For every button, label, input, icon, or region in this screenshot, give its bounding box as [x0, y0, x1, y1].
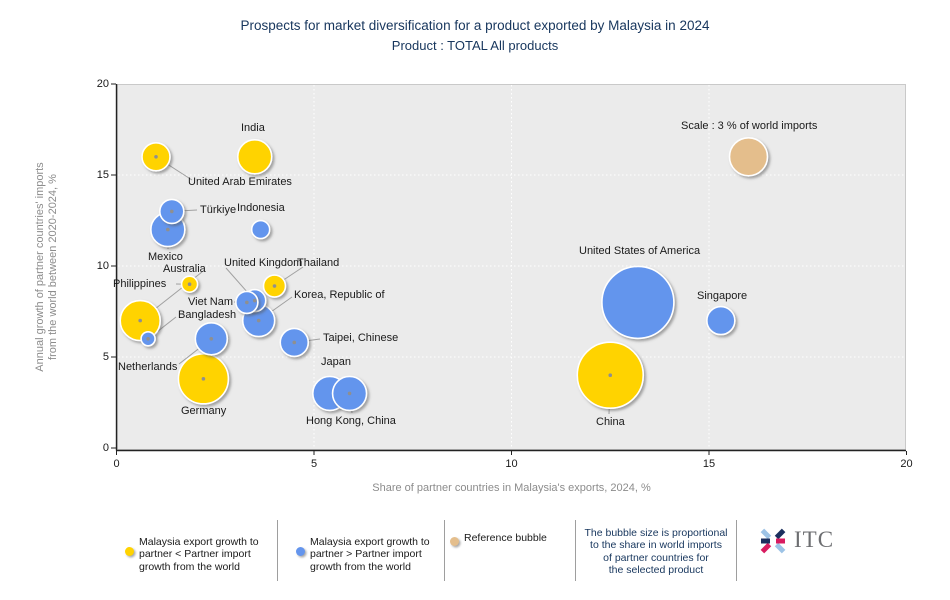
bubble-center-dot-bangladesh: [146, 337, 150, 341]
bubble-center-dot-philippines: [187, 282, 192, 287]
bubble-label-thailand: Thailand: [297, 257, 340, 269]
legend-dot-blue: [296, 547, 305, 556]
y-tick-label-0: 0: [102, 442, 109, 454]
legend-item-1: Malaysia export growth to partner > Partn…: [310, 536, 430, 573]
legend-dot-yellow: [125, 547, 134, 556]
legend-separator-2: [575, 520, 576, 581]
legend-item-3-line-0: The bubble size is proportional: [584, 527, 728, 539]
bubble-label-taipei-chinese: Taipei, Chinese: [323, 332, 399, 344]
x-tick-label-5: 5: [310, 458, 318, 470]
bubble-india[interactable]: [236, 139, 273, 175]
y-axis-title-line2: from the world between 2020-2024, %: [47, 174, 59, 360]
legend-item-1-line-0: Malaysia export growth to: [310, 536, 430, 548]
bubble-label-netherlands: Netherlands: [118, 361, 178, 373]
bubble-center-dot-taipei-chinese: [292, 340, 297, 345]
bubble-label-united-states-of-america: United States of America: [579, 245, 701, 257]
bubble-center-dot-hong-kong-china: [347, 391, 352, 396]
x-tick-label-0: 0: [113, 458, 120, 470]
bubble-singapore[interactable]: [706, 305, 736, 336]
bubble-label-germany: Germany: [181, 405, 227, 417]
legend-item-1-line-1: partner > Partner import: [310, 548, 422, 561]
bubble-label-china: China: [596, 416, 625, 428]
itc-logo-icon: [760, 528, 786, 554]
scale-note: Scale : 3 % of world imports: [681, 120, 818, 132]
legend-item-2: Reference bubble: [464, 532, 547, 544]
bubble-label-japan: Japan: [321, 356, 351, 368]
legend-item-3-line-2: of partner countries for: [603, 551, 709, 564]
bubble-label-mexico: Mexico: [148, 251, 183, 263]
page-title: Prospects for market diversification for…: [240, 18, 710, 33]
y-axis-title-line1: Annual growth of partner countries' impo…: [34, 162, 46, 372]
legend-separator-0: [277, 520, 278, 581]
legend-item-3: The bubble size is proportional to the sh…: [578, 527, 734, 576]
bubble-united-states-of-america[interactable]: [601, 265, 675, 340]
y-tick-label-20: 20: [96, 78, 109, 90]
bubble-center-dot-viet-nam: [245, 300, 249, 305]
legend-dot-reference: [450, 537, 459, 546]
legend-item-3-line-3: the selected product: [608, 563, 704, 576]
bubble-label-indonesia: Indonesia: [237, 202, 285, 214]
bubble-center-dot-australia: [138, 318, 142, 323]
bubble-label-viet-nam: Viet Nam: [188, 296, 234, 308]
legend-separator-1: [444, 520, 445, 581]
legend-item-0-line-0: Malaysia export growth to: [139, 536, 259, 548]
bubble-reference-bubble[interactable]: [728, 137, 769, 177]
y-tick-label-10: 10: [96, 260, 109, 272]
bubble-indonesia[interactable]: [250, 219, 271, 240]
legend-separator-3: [736, 520, 737, 581]
itc-logo: ITC: [756, 524, 876, 562]
bubble-label-united-kingdom: United Kingdom: [224, 257, 303, 269]
legend-item-0-line-1: partner < Partner import: [139, 548, 251, 561]
bubble-center-dot-mexico: [166, 227, 170, 232]
bubble-label-united-arab-emirates: United Arab Emirates: [188, 176, 292, 188]
page-subtitle: Product : TOTAL All products: [391, 38, 559, 53]
legend-item-1-line-2: growth from the world: [310, 560, 411, 573]
bubble-label-australia: Australia: [163, 263, 206, 275]
bubble-center-dot-china: [608, 373, 613, 378]
bubble-label-bangladesh: Bangladesh: [178, 309, 237, 321]
bubble-label-singapore: Singapore: [697, 290, 748, 302]
x-tick-label-10: 10: [505, 458, 518, 470]
bubble-center-dot-thailand: [272, 284, 277, 288]
bubble-label-india: India: [241, 122, 265, 134]
bubble-center-dot-germany: [201, 377, 206, 381]
bubble-label-t-rkiye: Türkiye: [200, 204, 237, 216]
y-tick-label-15: 15: [96, 169, 109, 181]
bubble-center-dot-united-arab-emirates: [154, 155, 158, 159]
bubble-label-philippines: Philippines: [113, 278, 167, 290]
x-axis-title: Share of partner countries in Malaysia's…: [372, 482, 651, 494]
legend-item-2-line-0: Reference bubble: [464, 532, 547, 544]
bubble-center-dot-korea-republic-of: [256, 318, 261, 323]
bubble-center-dot-united-kingdom: [252, 298, 257, 303]
x-tick-label-15: 15: [702, 458, 716, 470]
bubble-label-korea-republic-of: Korea, Republic of: [294, 289, 385, 301]
x-tick-label-20: 20: [900, 458, 913, 470]
y-tick-label-5: 5: [102, 351, 109, 363]
legend-item-0-line-2: growth from the world: [139, 560, 240, 573]
y-axis-title: Annual growth of partner countries' impo…: [34, 67, 60, 467]
legend-item-3-line-1: to the share in world imports: [590, 539, 722, 552]
itc-logo-text: ITC: [794, 527, 835, 552]
bubble-label-hong-kong-china: Hong Kong, China: [306, 415, 396, 427]
legend-item-0: Malaysia export growth to partner < Partn…: [139, 536, 259, 573]
bubble-center-dot-netherlands: [209, 337, 214, 341]
bubble-center-dot-t-rkiye: [170, 209, 174, 214]
